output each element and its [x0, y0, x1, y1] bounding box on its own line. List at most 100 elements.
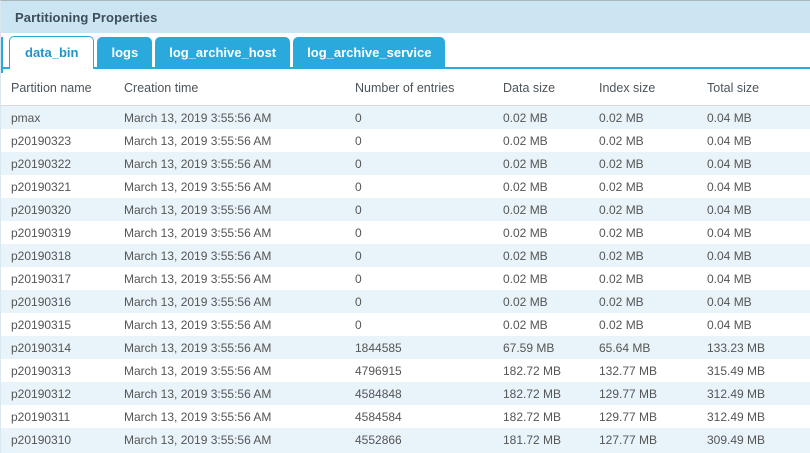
table-row: p20190322 March 13, 2019 3:55:56 AM 0 0.… [1, 152, 810, 175]
clipped-next-row-stripe [1, 451, 810, 453]
cell-number-of-entries: 4796915 [355, 363, 402, 378]
column-header-total-size: Total size [699, 71, 810, 106]
cell-total-size: 0.04 MB [707, 225, 752, 240]
table-row: p20190315 March 13, 2019 3:55:56 AM 0 0.… [1, 313, 810, 336]
cell-partition-name: p20190312 [11, 386, 72, 401]
cell-index-size: 0.02 MB [599, 110, 644, 125]
cell-number-of-entries: 4584848 [355, 386, 402, 401]
table-row: p20190312 March 13, 2019 3:55:56 AM 4584… [1, 382, 810, 405]
cell-creation-time: March 13, 2019 3:55:56 AM [124, 340, 272, 355]
cell-data-size: 67.59 MB [503, 340, 555, 355]
cell-data-size: 0.02 MB [503, 248, 548, 263]
cell-data-size: 0.02 MB [503, 202, 548, 217]
table-row: p20190313 March 13, 2019 3:55:56 AM 4796… [1, 359, 810, 382]
cell-total-size: 0.04 MB [707, 248, 752, 263]
cell-creation-time: March 13, 2019 3:55:56 AM [124, 317, 272, 332]
tab-log-archive-service[interactable]: log_archive_service [293, 37, 446, 67]
cell-creation-time: March 13, 2019 3:55:56 AM [124, 225, 272, 240]
cell-partition-name: p20190310 [11, 432, 72, 447]
cell-partition-name: p20190313 [11, 363, 72, 378]
cell-total-size: 0.04 MB [707, 202, 752, 217]
panel-title: Partitioning Properties [15, 9, 158, 25]
tab-logs[interactable]: logs [97, 37, 153, 67]
cell-data-size: 0.02 MB [503, 110, 548, 125]
cell-number-of-entries: 4584584 [355, 409, 402, 424]
table-row: pmax March 13, 2019 3:55:56 AM 0 0.02 MB… [1, 105, 810, 129]
tab-data-bin[interactable]: data_bin [9, 36, 95, 69]
table-row: p20190310 March 13, 2019 3:55:56 AM 4552… [1, 428, 810, 451]
cell-partition-name: p20190323 [11, 133, 72, 148]
cell-index-size: 129.77 MB [599, 409, 658, 424]
column-header-partition-name: Partition name [1, 71, 116, 106]
cell-data-size: 0.02 MB [503, 225, 548, 240]
cell-data-size: 181.72 MB [503, 432, 562, 447]
table-row: p20190314 March 13, 2019 3:55:56 AM 1844… [1, 336, 810, 359]
cell-creation-time: March 13, 2019 3:55:56 AM [124, 432, 272, 447]
cell-partition-name: p20190321 [11, 179, 72, 194]
cell-total-size: 133.23 MB [707, 340, 766, 355]
table-row: p20190321 March 13, 2019 3:55:56 AM 0 0.… [1, 175, 810, 198]
cell-index-size: 0.02 MB [599, 294, 644, 309]
cell-number-of-entries: 0 [355, 248, 362, 263]
table-body: pmax March 13, 2019 3:55:56 AM 0 0.02 MB… [1, 105, 810, 451]
cell-creation-time: March 13, 2019 3:55:56 AM [124, 110, 272, 125]
cell-total-size: 309.49 MB [707, 432, 766, 447]
cell-creation-time: March 13, 2019 3:55:56 AM [124, 409, 272, 424]
cell-total-size: 0.04 MB [707, 156, 752, 171]
cell-partition-name: p20190322 [11, 156, 72, 171]
table-row: p20190323 March 13, 2019 3:55:56 AM 0 0.… [1, 129, 810, 152]
cell-number-of-entries: 0 [355, 133, 362, 148]
cell-total-size: 0.04 MB [707, 133, 752, 148]
cell-index-size: 127.77 MB [599, 432, 658, 447]
cell-creation-time: March 13, 2019 3:55:56 AM [124, 156, 272, 171]
cell-total-size: 0.04 MB [707, 294, 752, 309]
cell-total-size: 0.04 MB [707, 317, 752, 332]
cell-creation-time: March 13, 2019 3:55:56 AM [124, 179, 272, 194]
cell-number-of-entries: 0 [355, 271, 362, 286]
cell-creation-time: March 13, 2019 3:55:56 AM [124, 294, 272, 309]
cell-partition-name: p20190314 [11, 340, 72, 355]
cell-index-size: 0.02 MB [599, 179, 644, 194]
cell-data-size: 182.72 MB [503, 363, 562, 378]
cell-creation-time: March 13, 2019 3:55:56 AM [124, 133, 272, 148]
cell-partition-name: p20190320 [11, 202, 72, 217]
cell-number-of-entries: 0 [355, 294, 362, 309]
column-header-index-size: Index size [591, 71, 699, 106]
cell-data-size: 182.72 MB [503, 386, 562, 401]
cell-partition-name: p20190316 [11, 294, 72, 309]
cell-total-size: 312.49 MB [707, 386, 766, 401]
cell-partition-name: p20190315 [11, 317, 72, 332]
cell-total-size: 315.49 MB [707, 363, 766, 378]
column-header-data-size: Data size [495, 71, 591, 106]
table-row: p20190319 March 13, 2019 3:55:56 AM 0 0.… [1, 221, 810, 244]
cell-index-size: 0.02 MB [599, 202, 644, 217]
tab-bar: data_bin logs log_archive_host log_archi… [1, 36, 810, 69]
table-row: p20190318 March 13, 2019 3:55:56 AM 0 0.… [1, 244, 810, 267]
cell-number-of-entries: 0 [355, 225, 362, 240]
cell-number-of-entries: 1844585 [355, 340, 402, 355]
cell-index-size: 0.02 MB [599, 271, 644, 286]
cell-creation-time: March 13, 2019 3:55:56 AM [124, 202, 272, 217]
table-row: p20190311 March 13, 2019 3:55:56 AM 4584… [1, 405, 810, 428]
cell-total-size: 0.04 MB [707, 179, 752, 194]
cell-total-size: 0.04 MB [707, 110, 752, 125]
cell-data-size: 0.02 MB [503, 179, 548, 194]
cell-total-size: 312.49 MB [707, 409, 766, 424]
cell-data-size: 0.02 MB [503, 317, 548, 332]
cell-creation-time: March 13, 2019 3:55:56 AM [124, 248, 272, 263]
cell-index-size: 129.77 MB [599, 386, 658, 401]
cell-data-size: 0.02 MB [503, 133, 548, 148]
partitions-table: Partition name Creation time Number of e… [1, 71, 810, 451]
table-row: p20190317 March 13, 2019 3:55:56 AM 0 0.… [1, 267, 810, 290]
table-row: p20190316 March 13, 2019 3:55:56 AM 0 0.… [1, 290, 810, 313]
cell-data-size: 0.02 MB [503, 156, 548, 171]
tab-log-archive-host[interactable]: log_archive_host [155, 37, 291, 67]
cell-number-of-entries: 0 [355, 156, 362, 171]
cell-creation-time: March 13, 2019 3:55:56 AM [124, 363, 272, 378]
cell-index-size: 0.02 MB [599, 156, 644, 171]
cell-partition-name: pmax [11, 110, 41, 125]
cell-index-size: 0.02 MB [599, 225, 644, 240]
cell-creation-time: March 13, 2019 3:55:56 AM [124, 386, 272, 401]
column-header-number-of-entries: Number of entries [347, 71, 495, 106]
cell-creation-time: March 13, 2019 3:55:56 AM [124, 271, 272, 286]
